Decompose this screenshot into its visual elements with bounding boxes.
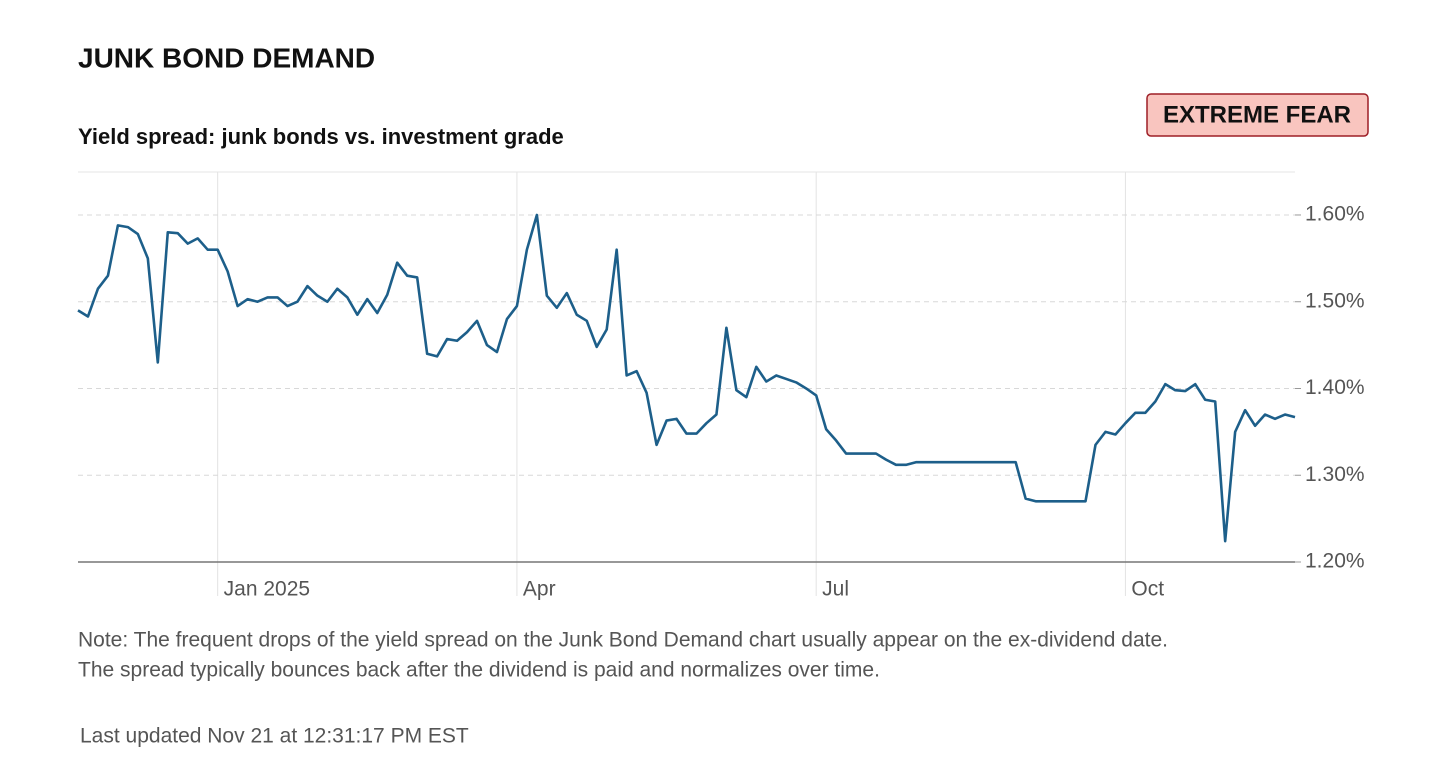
updated: Last updated Nov 21 at 12:31:17 PM EST	[80, 725, 469, 748]
chart-subtitle: Yield spread: junk bonds vs. investment …	[78, 124, 564, 149]
y-tick-label: 1.50%	[1305, 289, 1365, 312]
x-tick-label: Oct	[1131, 578, 1164, 601]
note-line: Note: The frequent drops of the yield sp…	[78, 629, 1168, 652]
y-tick-label: 1.20%	[1305, 550, 1365, 573]
y-tick-label: 1.30%	[1305, 463, 1365, 486]
x-tick-label: Jul	[822, 578, 849, 601]
badge: EXTREME FEAR	[1163, 101, 1351, 128]
y-tick-label: 1.40%	[1305, 376, 1365, 399]
y-tick-label: 1.60%	[1305, 203, 1365, 226]
badge-box	[1146, 93, 1369, 137]
series-line	[77, 213, 1296, 543]
chart-title: JUNK BOND DEMAND	[78, 42, 375, 73]
note-line: The spread typically bounces back after …	[78, 659, 880, 682]
x-tick-label: Apr	[523, 578, 556, 601]
x-tick-label: Jan 2025	[224, 578, 310, 601]
